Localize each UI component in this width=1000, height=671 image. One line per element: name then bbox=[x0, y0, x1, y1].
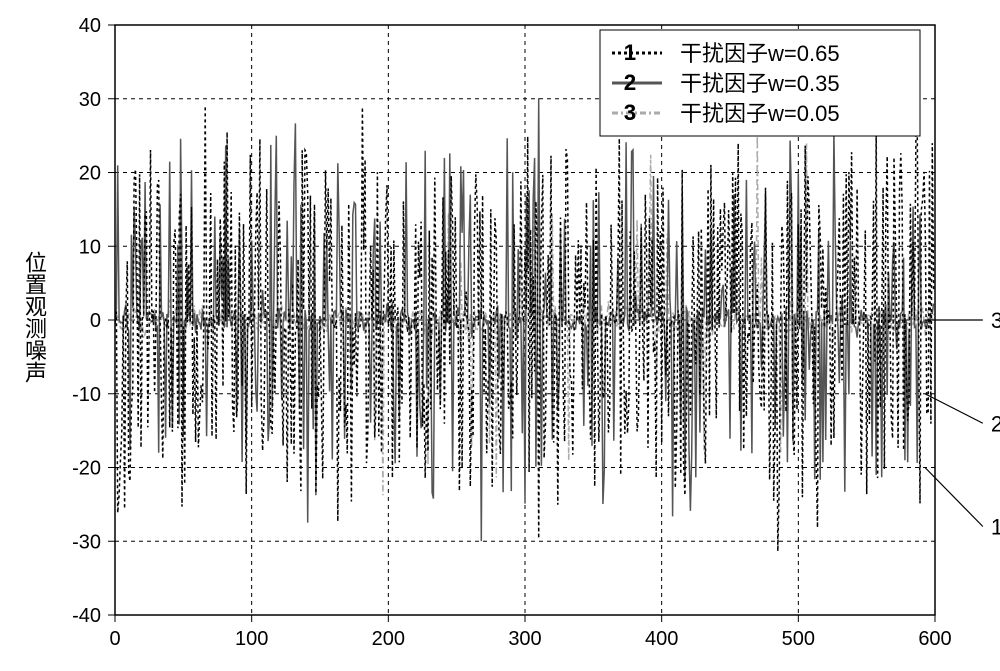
svg-text:-20: -20 bbox=[72, 458, 101, 480]
chart-container: 0 100 200 300 400 500 600 -40 -30 -20 -10 0 10 20 30 40… bbox=[0, 0, 1000, 671]
svg-text:-10: -10 bbox=[72, 384, 101, 406]
svg-text:30: 30 bbox=[79, 89, 101, 111]
svg-text:3: 3 bbox=[991, 308, 1000, 333]
svg-text:3: 3 bbox=[624, 100, 636, 125]
svg-text:2: 2 bbox=[991, 411, 1000, 436]
svg-text:400: 400 bbox=[645, 628, 678, 650]
svg-text:100: 100 bbox=[235, 628, 268, 650]
svg-text:600: 600 bbox=[918, 628, 951, 650]
y-axis-label: 位置观测噪声 bbox=[18, 251, 50, 383]
svg-text:干扰因子w=0.35: 干扰因子w=0.35 bbox=[680, 71, 840, 96]
svg-text:-40: -40 bbox=[72, 605, 101, 627]
svg-text:干扰因子w=0.05: 干扰因子w=0.05 bbox=[680, 101, 840, 126]
svg-text:0: 0 bbox=[90, 310, 101, 332]
svg-text:300: 300 bbox=[508, 628, 541, 650]
svg-text:40: 40 bbox=[79, 15, 101, 37]
chart-svg: 0 100 200 300 400 500 600 -40 -30 -20 -10 0 10 20 30 40… bbox=[0, 0, 1000, 671]
svg-text:20: 20 bbox=[79, 163, 101, 185]
svg-text:10: 10 bbox=[79, 236, 101, 258]
svg-text:2: 2 bbox=[624, 70, 636, 95]
svg-text:0: 0 bbox=[109, 628, 120, 650]
svg-text:500: 500 bbox=[782, 628, 815, 650]
svg-text:1: 1 bbox=[991, 515, 1000, 540]
svg-text:-30: -30 bbox=[72, 531, 101, 553]
svg-text:干扰因子w=0.65: 干扰因子w=0.65 bbox=[680, 41, 840, 66]
svg-text:1: 1 bbox=[624, 40, 636, 65]
svg-text:200: 200 bbox=[372, 628, 405, 650]
